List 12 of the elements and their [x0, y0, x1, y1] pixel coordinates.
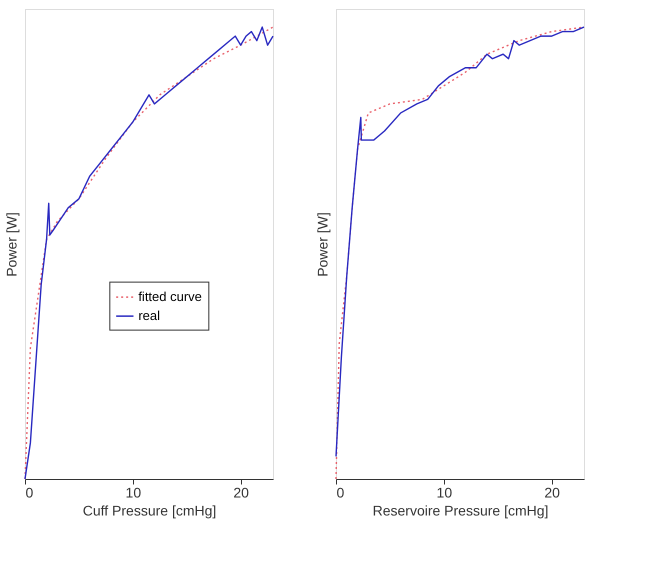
x-tick-label: 10	[126, 484, 142, 500]
y-axis-title: Power [W]	[4, 212, 20, 277]
legend-label: real	[138, 308, 160, 324]
y-axis-title: Power [W]	[314, 212, 330, 277]
x-tick-label: 20	[233, 484, 250, 500]
x-tick-label: 10	[436, 484, 452, 500]
x-tick-label: 20	[544, 484, 560, 500]
x-tick-label: 0	[26, 484, 34, 500]
x-tick-label: 0	[336, 484, 344, 500]
x-axis-title: Reservoire Pressure [cmHg]	[372, 502, 548, 518]
x-axis-title: Cuff Pressure [cmHg]	[82, 502, 216, 518]
legend-label: fitted curve	[138, 289, 202, 304]
